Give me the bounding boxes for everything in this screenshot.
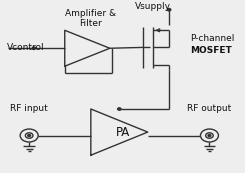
Text: Vcontrol: Vcontrol bbox=[7, 43, 44, 52]
Text: RF input: RF input bbox=[10, 104, 48, 113]
Text: Amplifier &: Amplifier & bbox=[65, 9, 116, 18]
Text: P-channel: P-channel bbox=[190, 34, 235, 43]
Circle shape bbox=[28, 134, 31, 136]
Circle shape bbox=[208, 134, 211, 136]
Circle shape bbox=[118, 108, 121, 110]
Circle shape bbox=[167, 8, 171, 11]
Text: MOSFET: MOSFET bbox=[190, 46, 232, 55]
Text: PA: PA bbox=[116, 126, 130, 139]
Text: Filter: Filter bbox=[79, 19, 102, 28]
Text: RF output: RF output bbox=[187, 104, 232, 113]
Circle shape bbox=[32, 47, 36, 49]
Text: Vsupply: Vsupply bbox=[135, 2, 171, 11]
